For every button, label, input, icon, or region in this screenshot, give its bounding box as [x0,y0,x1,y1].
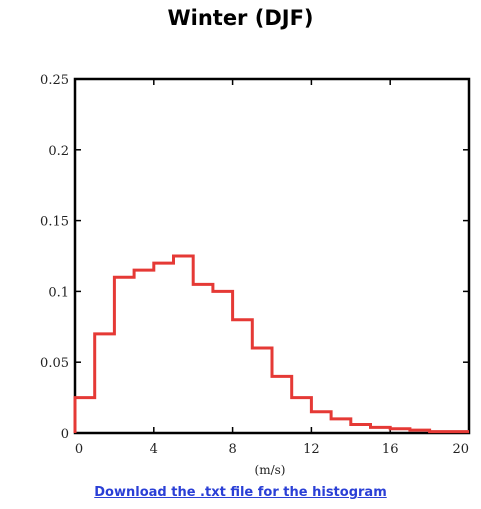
y-axis: 0 0.05 0.1 0.15 0.2 0.25 [40,73,469,442]
x-tick-label: 20 [452,442,469,457]
x-tick-label: 12 [303,442,320,457]
y-tick-label: 0.25 [40,73,69,88]
x-tick-label: 16 [382,442,399,457]
x-tick-label: 4 [150,442,158,457]
y-tick-label: 0.1 [48,285,69,300]
histogram-step-line [73,254,469,434]
x-axis: 0 4 8 12 16 20 [74,79,470,457]
download-histogram-link[interactable]: Download the .txt file for the histogram [94,485,387,500]
x-axis-label: (m/s) [255,463,286,477]
x-tick-label: 8 [228,442,236,457]
x-tick-label: 0 [75,442,83,457]
chart-title: Winter (DJF) [167,6,314,30]
y-tick-label: 0.15 [40,215,69,230]
y-tick-label: 0.05 [40,356,69,371]
y-tick-label: 0 [61,427,69,442]
y-tick-label: 0.2 [48,144,69,159]
plot-frame [73,77,471,435]
